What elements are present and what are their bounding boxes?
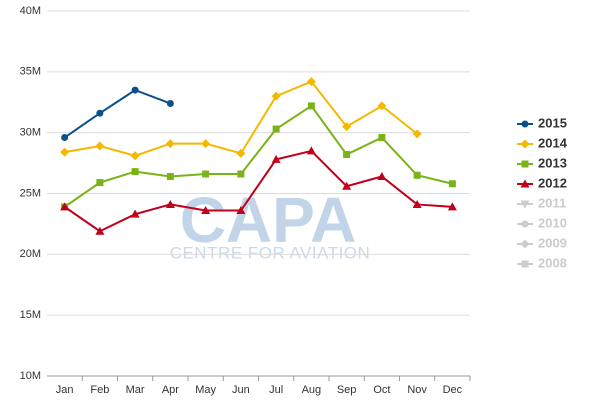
legend-text: 2008 bbox=[538, 255, 567, 270]
series-line bbox=[64, 104, 453, 208]
x-tick-label: Jan bbox=[56, 384, 74, 396]
legend-marker bbox=[520, 139, 530, 149]
legend-text: 2015 bbox=[538, 115, 567, 130]
data-point bbox=[130, 151, 140, 161]
legend-marker bbox=[521, 120, 529, 128]
data-point bbox=[412, 199, 422, 208]
data-point bbox=[377, 101, 387, 111]
legend-text: 2010 bbox=[538, 215, 567, 230]
legend-marker bbox=[521, 160, 529, 168]
data-point bbox=[96, 179, 104, 187]
data-point bbox=[378, 134, 386, 142]
data-point bbox=[237, 170, 245, 178]
y-tick-label: 25M bbox=[20, 187, 41, 199]
data-point bbox=[447, 202, 457, 211]
x-tick-label: Jun bbox=[232, 384, 250, 396]
data-point bbox=[166, 99, 174, 107]
y-tick-label: 15M bbox=[20, 309, 41, 321]
data-point bbox=[60, 147, 70, 157]
data-point bbox=[448, 180, 456, 188]
series-line bbox=[64, 80, 418, 157]
x-tick-label: Aug bbox=[302, 384, 322, 396]
y-tick-label: 40M bbox=[20, 5, 41, 17]
data-point bbox=[236, 148, 246, 158]
data-point bbox=[343, 151, 351, 159]
series-line bbox=[64, 88, 171, 139]
data-point bbox=[165, 139, 175, 149]
y-tick-label: 30M bbox=[20, 127, 41, 139]
legend-text: 2014 bbox=[538, 135, 568, 150]
data-point bbox=[272, 125, 280, 133]
data-point bbox=[165, 199, 175, 208]
x-tick-label: Feb bbox=[90, 384, 109, 396]
data-point bbox=[131, 168, 139, 176]
legend-marker bbox=[520, 239, 530, 249]
legend-marker bbox=[520, 179, 530, 188]
series-line bbox=[64, 149, 453, 233]
data-point bbox=[201, 139, 211, 149]
legend-text: 2013 bbox=[538, 155, 567, 170]
data-point bbox=[306, 77, 316, 87]
data-point bbox=[342, 181, 352, 190]
legend-marker bbox=[520, 200, 530, 209]
data-point bbox=[342, 122, 352, 132]
legend-marker bbox=[521, 260, 529, 268]
x-tick-label: Sep bbox=[337, 384, 357, 396]
data-point bbox=[307, 102, 315, 110]
data-point bbox=[131, 86, 139, 94]
x-tick-label: Nov bbox=[407, 384, 427, 396]
watermark-subtitle: CENTRE FOR AVIATION bbox=[170, 243, 371, 262]
x-tick-label: Mar bbox=[126, 384, 145, 396]
data-point bbox=[413, 171, 421, 179]
data-point bbox=[412, 129, 422, 139]
legend-text: 2012 bbox=[538, 175, 567, 190]
y-tick-label: 35M bbox=[20, 66, 41, 78]
x-tick-label: Dec bbox=[443, 384, 463, 396]
data-point bbox=[60, 202, 70, 211]
x-tick-label: Jul bbox=[269, 384, 283, 396]
data-point bbox=[306, 146, 316, 155]
x-tick-label: May bbox=[195, 384, 216, 396]
x-tick-label: Apr bbox=[162, 384, 179, 396]
data-point bbox=[61, 134, 69, 142]
data-point bbox=[271, 154, 281, 163]
data-point bbox=[130, 209, 140, 218]
y-tick-label: 10M bbox=[20, 370, 41, 382]
data-point bbox=[377, 171, 387, 180]
data-point bbox=[236, 206, 246, 215]
data-point bbox=[202, 170, 210, 178]
data-point bbox=[271, 91, 281, 101]
legend-text: 2009 bbox=[538, 235, 567, 250]
data-point bbox=[96, 109, 104, 117]
legend-marker bbox=[521, 220, 529, 228]
watermark: CAPA bbox=[180, 184, 357, 256]
data-point bbox=[95, 226, 105, 235]
y-tick-label: 20M bbox=[20, 248, 41, 260]
data-point bbox=[201, 206, 211, 215]
data-point bbox=[95, 141, 105, 151]
legend-text: 2011 bbox=[538, 195, 566, 210]
x-tick-label: Oct bbox=[373, 384, 390, 396]
data-point bbox=[166, 172, 174, 180]
